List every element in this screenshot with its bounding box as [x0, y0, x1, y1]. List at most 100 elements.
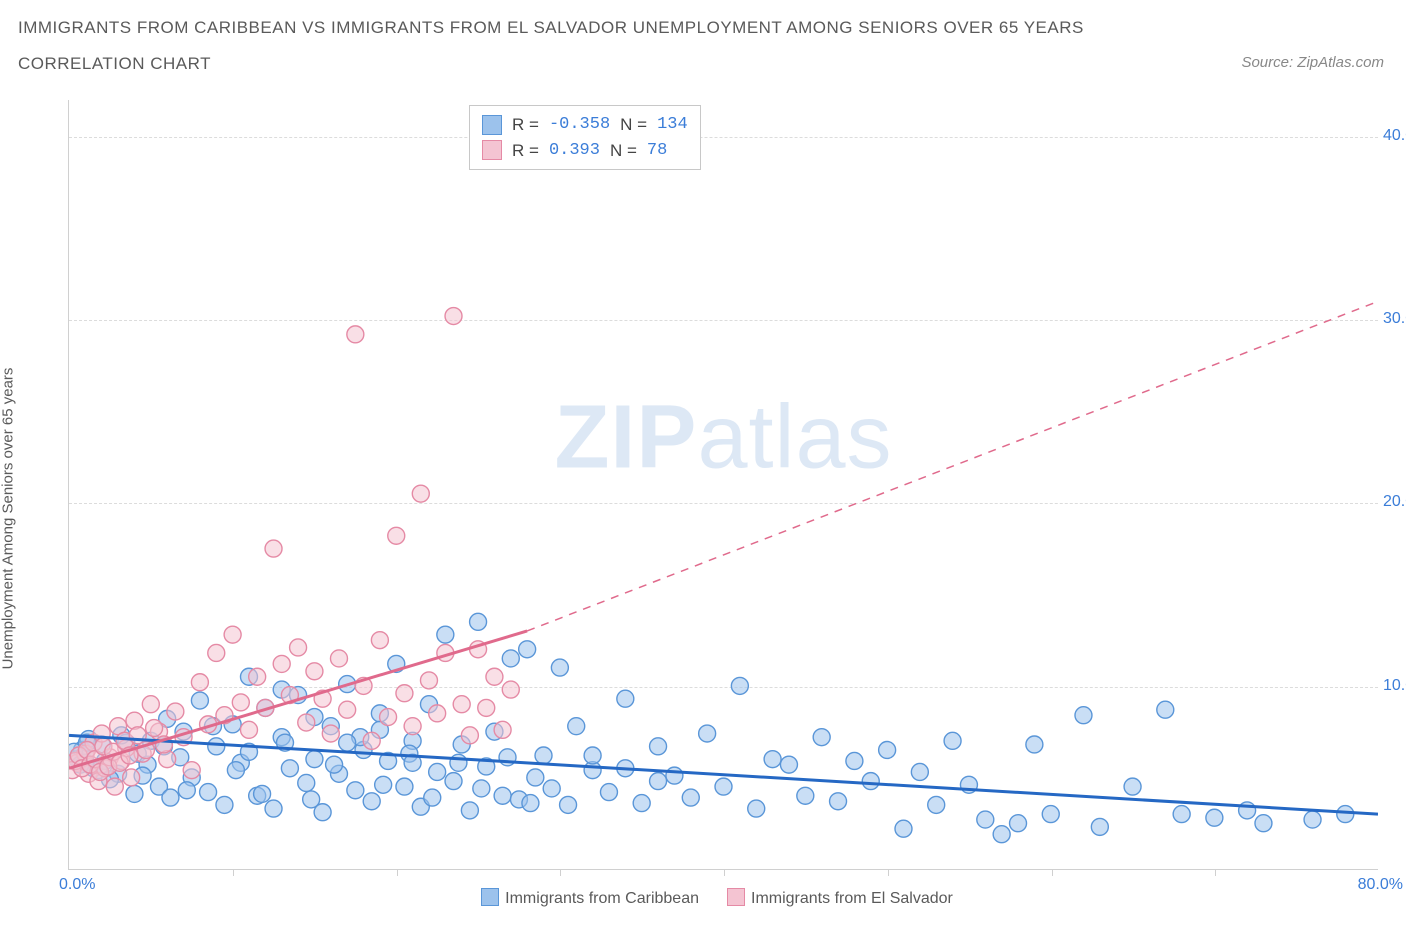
data-point — [388, 527, 405, 544]
data-point — [191, 692, 208, 709]
chart-title-line2: CORRELATION CHART — [18, 54, 211, 74]
data-point — [232, 694, 249, 711]
x-tick-mark — [724, 869, 725, 876]
data-point — [437, 626, 454, 643]
data-point — [375, 776, 392, 793]
data-point — [1042, 806, 1059, 823]
chart-title-line1: IMMIGRANTS FROM CARIBBEAN VS IMMIGRANTS … — [18, 18, 1084, 38]
trend-line-extrapolated — [527, 301, 1378, 631]
data-point — [363, 793, 380, 810]
data-point — [429, 763, 446, 780]
data-point — [461, 727, 478, 744]
x-tick-mark — [888, 869, 889, 876]
data-point — [1206, 809, 1223, 826]
x-tick-mark — [1052, 869, 1053, 876]
data-point — [494, 721, 511, 738]
data-point — [298, 714, 315, 731]
data-point — [281, 760, 298, 777]
data-point — [813, 729, 830, 746]
data-point — [993, 826, 1010, 843]
data-point — [306, 751, 323, 768]
data-point — [445, 308, 462, 325]
data-point — [650, 738, 667, 755]
data-point — [895, 820, 912, 837]
data-point — [290, 639, 307, 656]
data-point — [944, 732, 961, 749]
x-tick-mark — [1215, 869, 1216, 876]
data-point — [453, 696, 470, 713]
legend-swatch — [481, 888, 499, 906]
data-point — [1026, 736, 1043, 753]
data-point — [1075, 707, 1092, 724]
y-axis-label: Unemployment Among Seniors over 65 years — [0, 368, 17, 670]
data-point — [123, 769, 140, 786]
data-point — [396, 778, 413, 795]
data-point — [424, 789, 441, 806]
plot-area: ZIPatlas 10.0%20.0%30.0%40.0% 0.0% 80.0%… — [68, 100, 1378, 870]
data-point — [126, 785, 143, 802]
n-label: N = — [610, 138, 637, 164]
r-label: R = — [512, 138, 539, 164]
data-point — [543, 780, 560, 797]
data-point — [502, 650, 519, 667]
legend-series-label: Immigrants from El Salvador — [751, 890, 953, 907]
y-tick-label: 30.0% — [1383, 310, 1406, 328]
data-point — [429, 705, 446, 722]
data-point — [339, 701, 356, 718]
data-point — [380, 709, 397, 726]
data-point — [473, 780, 490, 797]
data-point — [200, 784, 217, 801]
data-point — [146, 720, 163, 737]
data-point — [977, 811, 994, 828]
correlation-legend: R = -0.358 N = 134 R = 0.393 N = 78 — [469, 105, 701, 170]
r-value-caribbean: -0.358 — [549, 112, 610, 138]
data-point — [568, 718, 585, 735]
data-point — [142, 696, 159, 713]
data-point — [830, 793, 847, 810]
data-point — [600, 784, 617, 801]
data-point — [445, 773, 462, 790]
data-point — [347, 782, 364, 799]
data-point — [650, 773, 667, 790]
data-point — [1304, 811, 1321, 828]
data-point — [502, 681, 519, 698]
data-point — [1091, 818, 1108, 835]
data-point — [298, 774, 315, 791]
source-attribution: Source: ZipAtlas.com — [1241, 54, 1384, 71]
data-point — [682, 789, 699, 806]
data-point — [208, 644, 225, 661]
data-point — [322, 725, 339, 742]
data-point — [748, 800, 765, 817]
data-point — [363, 732, 380, 749]
data-point — [178, 782, 195, 799]
data-point — [478, 699, 495, 716]
data-point — [846, 752, 863, 769]
data-point — [584, 747, 601, 764]
data-point — [191, 674, 208, 691]
data-point — [1337, 806, 1354, 823]
data-point — [666, 767, 683, 784]
data-point — [404, 718, 421, 735]
legend-swatch — [727, 888, 745, 906]
data-point — [224, 626, 241, 643]
x-tick-mark — [233, 869, 234, 876]
data-point — [911, 763, 928, 780]
r-label: R = — [512, 112, 539, 138]
data-point — [1173, 806, 1190, 823]
r-value-elsalvador: 0.393 — [549, 138, 600, 164]
swatch-elsalvador — [482, 140, 502, 160]
data-point — [1157, 701, 1174, 718]
data-point — [617, 690, 634, 707]
data-point — [879, 741, 896, 758]
scatter-svg — [69, 100, 1378, 869]
swatch-caribbean — [482, 115, 502, 135]
data-point — [326, 756, 343, 773]
data-point — [303, 791, 320, 808]
data-point — [764, 751, 781, 768]
data-point — [1255, 815, 1272, 832]
legend-row-elsalvador: R = 0.393 N = 78 — [482, 138, 688, 164]
data-point — [1010, 815, 1027, 832]
y-tick-label: 20.0% — [1383, 493, 1406, 511]
n-value-caribbean: 134 — [657, 112, 688, 138]
data-point — [306, 663, 323, 680]
